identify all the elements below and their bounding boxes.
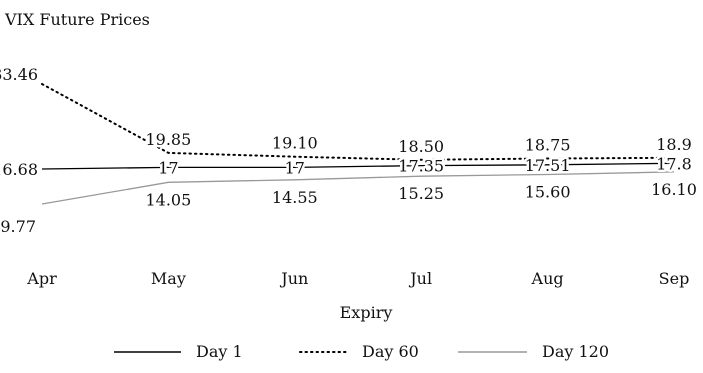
data-label-day-120-aug: 15.60 bbox=[525, 183, 571, 202]
data-label-day-1-jun: 17 bbox=[285, 158, 305, 177]
data-label-day-1-aug: 17.51 bbox=[525, 156, 571, 175]
x-tick-labels: Apr May Jun Jul Aug Sep bbox=[26, 269, 689, 288]
series-line-day-120 bbox=[41, 171, 675, 205]
data-label-day-1-apr: 16.68 bbox=[0, 160, 38, 179]
data-label-day-120-may: 14.05 bbox=[145, 190, 191, 209]
series-line-day-1 bbox=[41, 162, 675, 170]
x-tick-label-aug: Aug bbox=[531, 269, 564, 288]
series-lines bbox=[41, 83, 675, 205]
data-label-day-120-jul: 15.25 bbox=[398, 184, 444, 203]
data-label-day-120-jun: 14.55 bbox=[272, 188, 318, 207]
data-label-day-60-may: 19.85 bbox=[145, 130, 191, 149]
data-label-day-60-jun: 19.10 bbox=[272, 134, 318, 153]
legend-label-day-120: Day 120 bbox=[542, 342, 609, 361]
data-labels: 16.68 17 17 17.35 17.51 17.8 33.46 19.85 19.10 18… bbox=[0, 63, 699, 239]
x-tick-label-jul: Jul bbox=[408, 269, 432, 288]
data-label-day-60-aug: 18.75 bbox=[525, 136, 571, 155]
series-line-day-60 bbox=[41, 83, 675, 161]
data-label-day-60-sep: 18.9 bbox=[656, 135, 692, 154]
x-tick-label-jun: Jun bbox=[279, 269, 308, 288]
data-label-day-120-apr: 9.77 bbox=[0, 217, 36, 236]
x-tick-label-may: May bbox=[151, 269, 186, 288]
legend-label-day-60: Day 60 bbox=[362, 342, 419, 361]
data-label-day-1-jul: 17.35 bbox=[398, 157, 444, 176]
data-label-day-1-sep: 17.8 bbox=[656, 154, 692, 173]
x-tick-label-sep: Sep bbox=[659, 269, 690, 288]
data-label-day-60-apr: 33.46 bbox=[0, 65, 38, 84]
legend-label-day-1: Day 1 bbox=[196, 342, 243, 361]
x-tick-label-apr: Apr bbox=[26, 269, 57, 288]
data-label-day-1-may: 17 bbox=[158, 158, 178, 177]
data-label-day-120-sep: 16.10 bbox=[651, 180, 697, 199]
chart-title: VIX Future Prices bbox=[4, 10, 150, 29]
legend: Day 1 Day 60 Day 120 bbox=[114, 342, 609, 361]
x-axis-label: Expiry bbox=[340, 303, 393, 322]
data-label-day-60-jul: 18.50 bbox=[398, 137, 444, 156]
